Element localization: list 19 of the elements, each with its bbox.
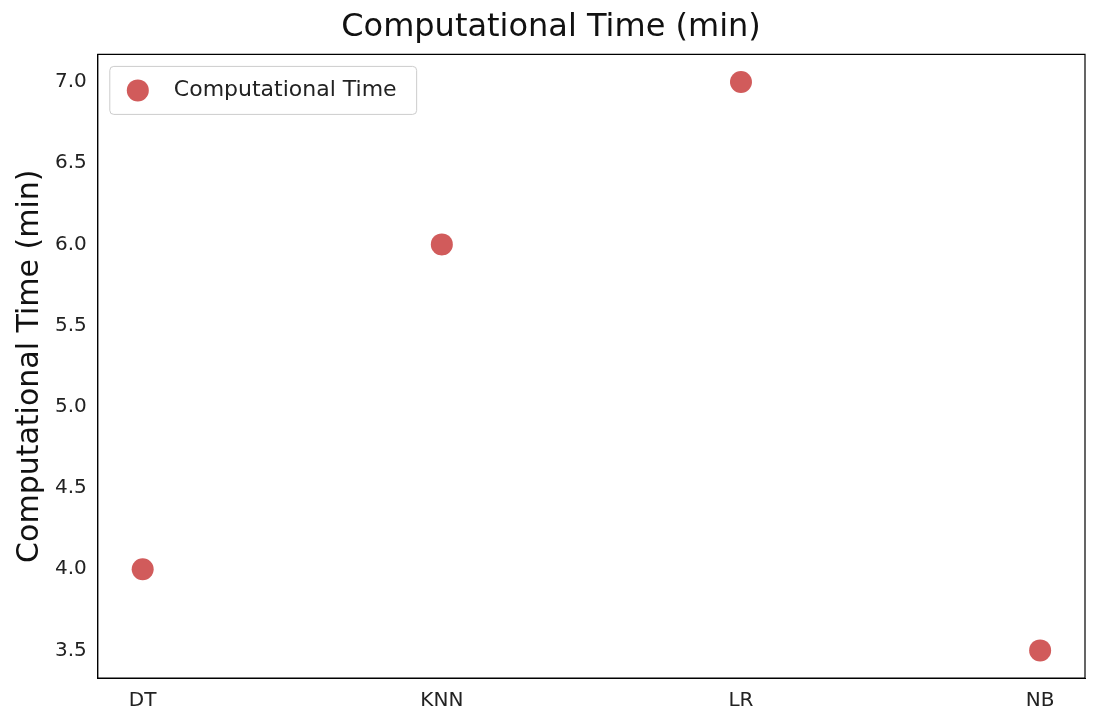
y-tick-label: 4.0 [54, 555, 87, 580]
y-tick-label: 6.0 [54, 230, 87, 255]
y-axis-title: Computational Time (min) [9, 169, 45, 563]
point [430, 233, 453, 256]
y-tick-label: 5.0 [54, 393, 87, 417]
y-tick-label: 3.5 [54, 636, 87, 661]
chart-title: Computational Time (min) [341, 5, 761, 44]
x-tick-label: DT [128, 687, 158, 712]
x-tick-label: NB [1025, 687, 1055, 712]
x-tick-label: KNN [420, 687, 464, 712]
legend-label: Computational Time [173, 76, 397, 102]
x-tick-label: LR [728, 687, 754, 712]
y-tick-label: 7.0 [54, 68, 87, 93]
point [131, 558, 154, 581]
y-tick-label: 4.5 [54, 474, 87, 499]
y-tick-label: 5.5 [54, 311, 87, 336]
point [1029, 639, 1052, 662]
point [729, 71, 752, 94]
y-tick-label: 6.5 [54, 149, 87, 174]
